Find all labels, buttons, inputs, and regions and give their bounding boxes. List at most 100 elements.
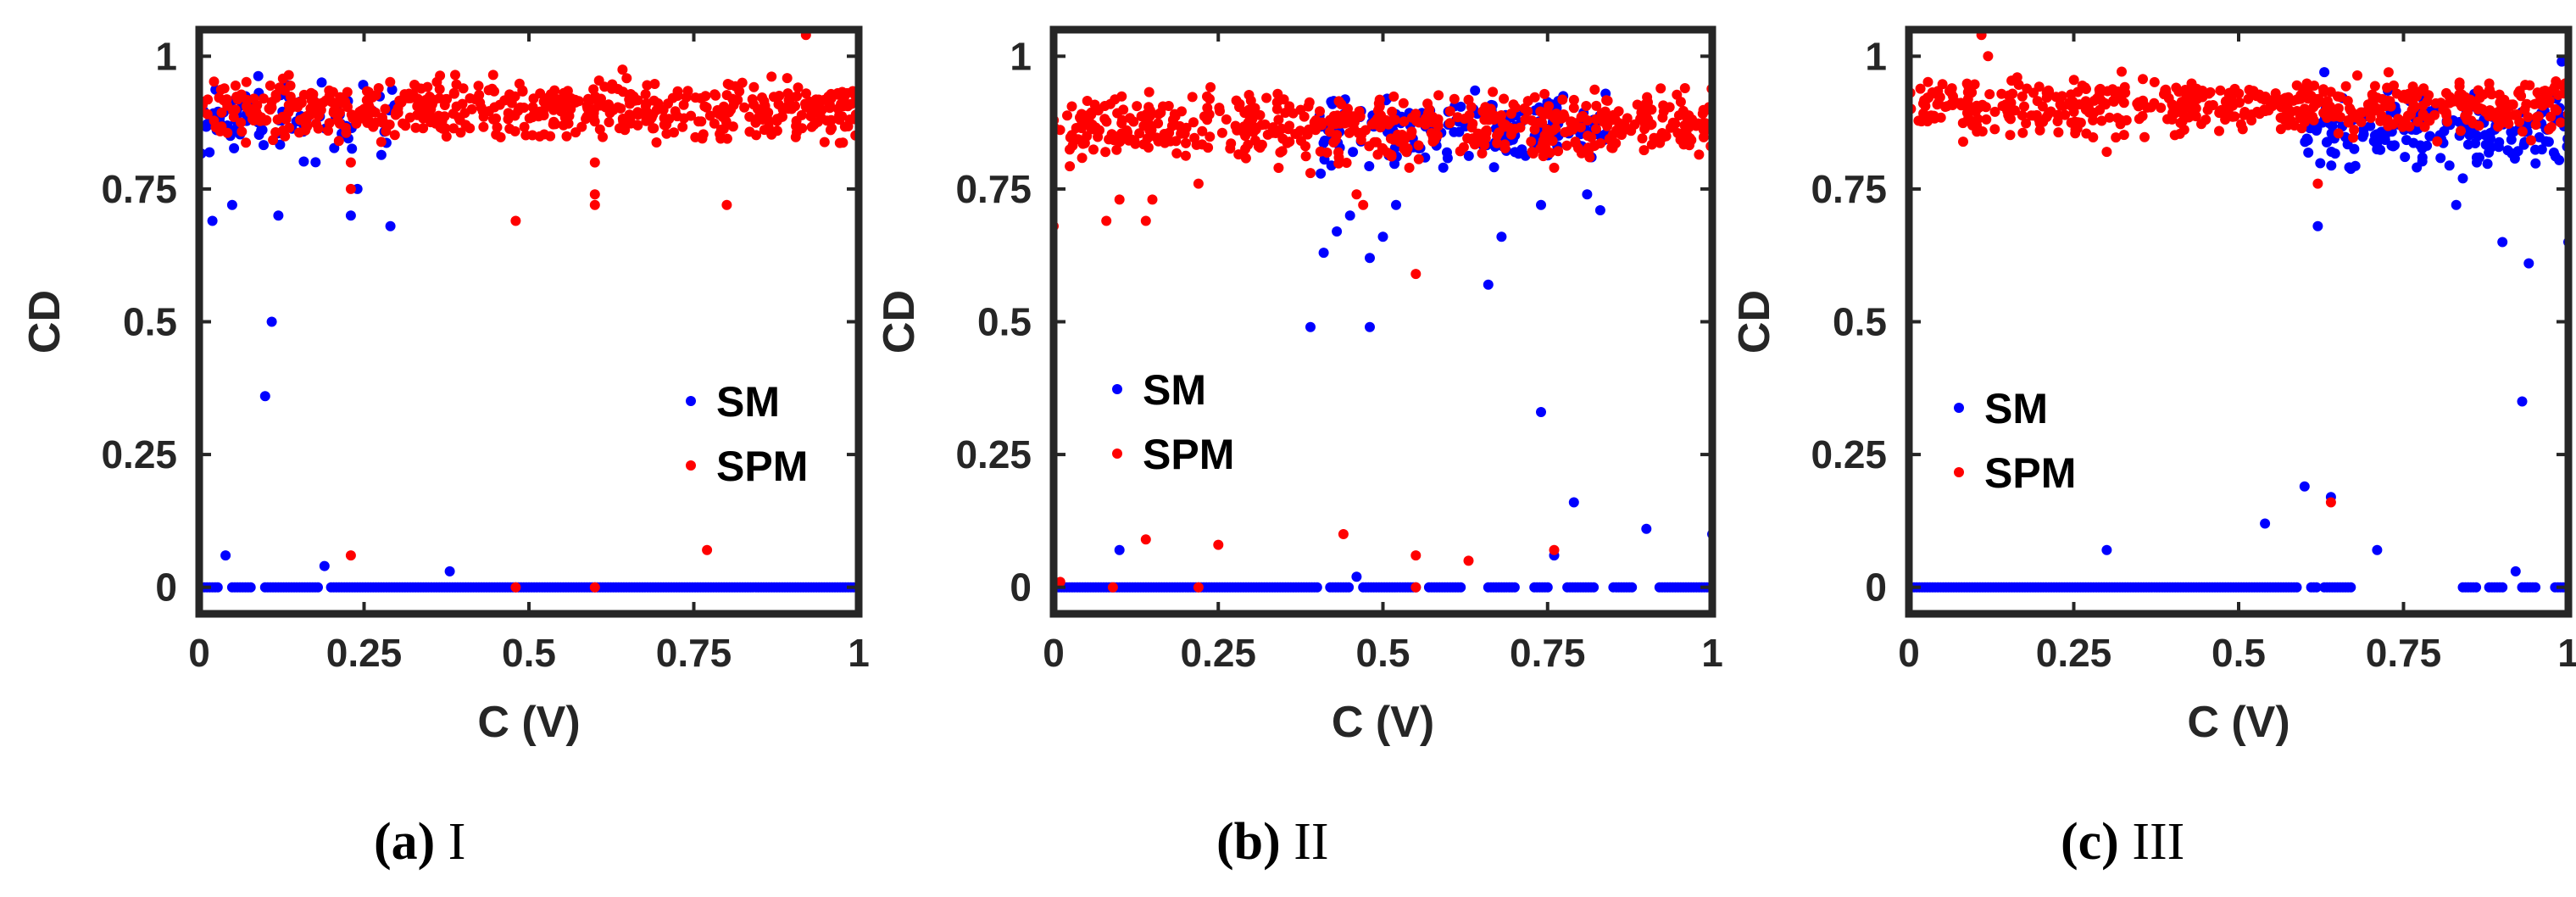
- x-tick-label: 0: [188, 631, 210, 675]
- data-point-spm: [1591, 114, 1601, 125]
- data-point-spm: [457, 98, 468, 109]
- data-point-sm: [1568, 497, 1579, 508]
- y-tick-label: 1: [1010, 34, 1032, 78]
- data-point-sm: [1344, 210, 1355, 221]
- data-point-spm: [1216, 127, 1227, 138]
- data-point-spm: [1410, 582, 1422, 593]
- data-point-sm: [2471, 582, 2482, 593]
- data-point-sm: [2319, 67, 2330, 78]
- y-tick-label: 0.5: [977, 300, 1032, 344]
- data-point-spm: [1698, 118, 1709, 129]
- data-point-spm: [1406, 126, 1417, 137]
- data-point-spm: [1686, 135, 1697, 146]
- caption-b: (b) II: [1216, 813, 1329, 871]
- data-point-spm: [686, 110, 697, 121]
- data-point-spm: [465, 93, 476, 103]
- data-point-spm: [2190, 103, 2201, 114]
- data-point-sm: [1319, 135, 1330, 146]
- data-point-sm: [2372, 139, 2383, 150]
- data-point-spm: [2101, 147, 2112, 158]
- data-point-sm: [2557, 56, 2568, 67]
- data-point-spm: [2190, 90, 2201, 101]
- data-point-spm: [241, 76, 252, 87]
- data-point-spm: [698, 129, 709, 140]
- data-point-sm: [2482, 159, 2493, 170]
- data-point-spm: [1581, 101, 1592, 111]
- data-point-spm: [2335, 112, 2345, 122]
- x-tick-label: 0.75: [2366, 631, 2442, 675]
- data-point-spm: [323, 125, 333, 136]
- data-point-spm: [1158, 101, 1168, 112]
- data-point-spm: [2156, 103, 2167, 114]
- data-point-spm: [2309, 81, 2320, 91]
- data-point-spm: [1159, 129, 1170, 139]
- data-point-sm: [1542, 582, 1553, 593]
- data-point-spm: [819, 136, 830, 148]
- data-point-spm: [214, 125, 225, 136]
- data-point-spm: [593, 97, 604, 108]
- data-points: [1909, 30, 2568, 593]
- data-point-sm: [2530, 582, 2541, 593]
- data-point-spm: [2138, 74, 2148, 85]
- data-point-spm: [509, 91, 520, 102]
- data-point-spm: [473, 81, 484, 92]
- data-point-sm: [2350, 160, 2361, 171]
- data-point-spm: [1600, 106, 1611, 117]
- data-point-spm: [620, 125, 631, 136]
- data-point-spm: [277, 111, 288, 122]
- caption-c: (c) III: [2061, 813, 2185, 871]
- data-point-spm: [2503, 119, 2514, 129]
- data-point-spm: [1284, 101, 1295, 112]
- data-point-spm: [1540, 142, 1551, 153]
- data-point-spm: [1679, 83, 1690, 93]
- data-point-spm: [1332, 110, 1343, 121]
- data-point-spm: [1144, 131, 1155, 142]
- data-point-sm: [298, 156, 309, 167]
- data-point-sm: [1536, 199, 1546, 210]
- data-point-spm: [1202, 103, 1213, 114]
- data-point-spm: [270, 92, 281, 103]
- data-point-spm: [1065, 161, 1076, 172]
- data-point-spm: [2005, 130, 2016, 141]
- data-point-spm: [2010, 105, 2020, 116]
- data-point-spm: [519, 121, 530, 132]
- data-point-spm: [1193, 178, 1204, 189]
- data-point-spm: [2474, 103, 2485, 114]
- data-point-spm: [2283, 120, 2294, 131]
- data-point-spm: [1398, 98, 1409, 109]
- data-point-spm: [2237, 124, 2248, 135]
- y-tick-label: 0.5: [123, 300, 177, 344]
- data-point-spm: [1116, 91, 1127, 102]
- data-point-spm: [1104, 98, 1116, 109]
- data-point-spm: [2412, 116, 2423, 127]
- data-point-spm: [1330, 119, 1341, 130]
- data-point-spm: [1090, 122, 1101, 133]
- data-point-spm: [376, 136, 387, 148]
- data-point-sm: [220, 550, 231, 561]
- data-point-spm: [1240, 153, 1251, 164]
- data-point-sm: [1365, 321, 1375, 332]
- data-point-spm: [1243, 90, 1255, 100]
- data-point-sm: [310, 157, 321, 168]
- data-point-spm: [1996, 88, 2007, 99]
- data-point-spm: [2393, 114, 2404, 125]
- data-point-spm: [2104, 112, 2115, 123]
- data-point-spm: [1962, 86, 1973, 98]
- data-point-spm: [1583, 147, 1594, 158]
- data-point-spm: [564, 110, 575, 121]
- data-point-spm: [1639, 145, 1650, 156]
- data-point-sm: [2534, 131, 2545, 142]
- data-point-spm: [1604, 133, 1615, 144]
- data-point-spm: [1694, 149, 1705, 160]
- data-point-spm: [1444, 106, 1455, 117]
- data-point-spm: [704, 110, 715, 121]
- data-point-spm: [1962, 99, 1973, 109]
- data-point-spm: [2383, 67, 2394, 78]
- data-point-spm: [1422, 98, 1433, 109]
- data-point-spm: [2300, 117, 2310, 127]
- data-point-spm: [448, 109, 459, 120]
- data-point-sm: [2260, 518, 2271, 529]
- data-point-sm: [2451, 199, 2462, 210]
- data-point-spm: [1315, 146, 1326, 157]
- data-point-spm: [1629, 119, 1640, 130]
